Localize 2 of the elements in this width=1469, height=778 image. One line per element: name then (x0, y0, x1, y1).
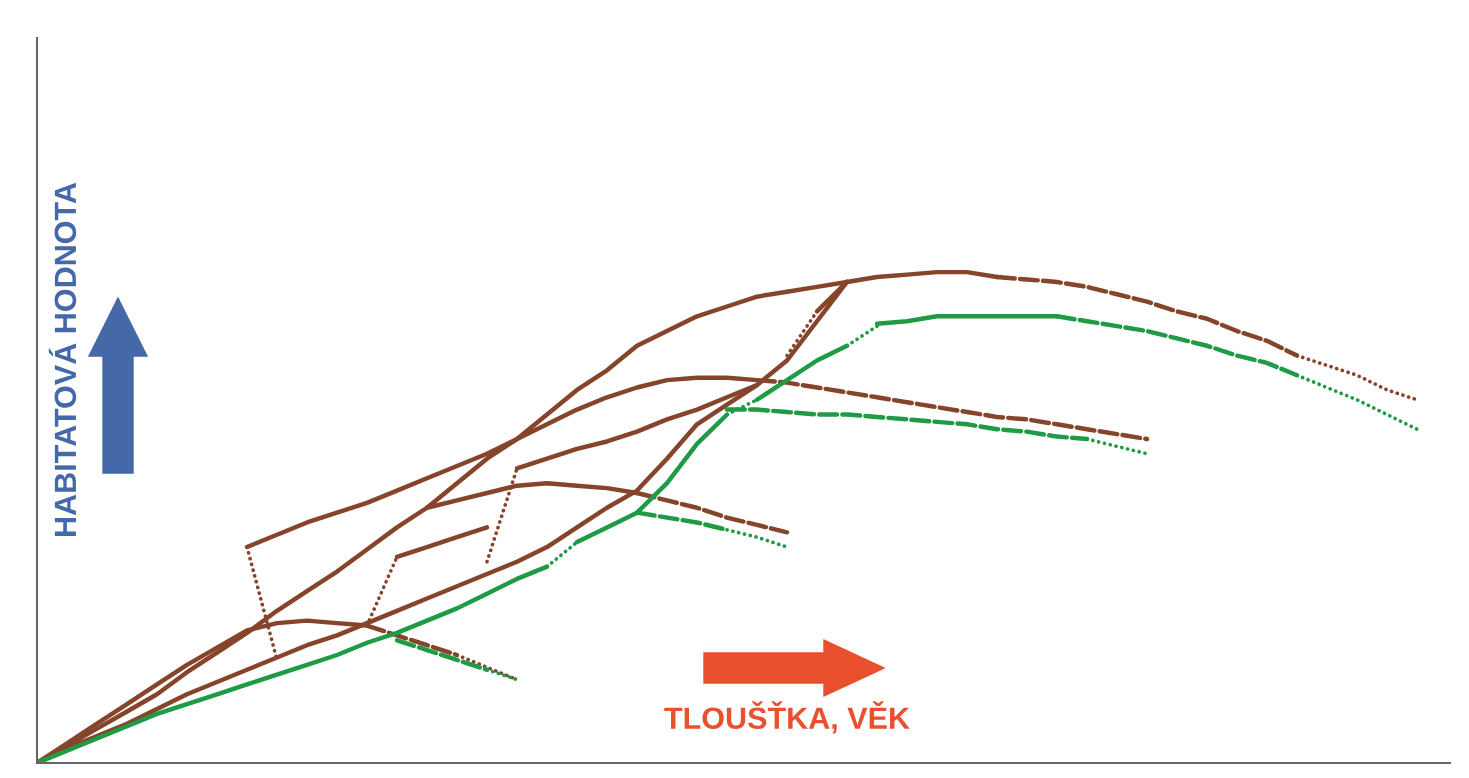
x-axis-title: TLOUŠŤKA, VĚK (664, 701, 910, 734)
y-axis-title: HABITATOVÁ HODNOTA (48, 182, 77, 536)
